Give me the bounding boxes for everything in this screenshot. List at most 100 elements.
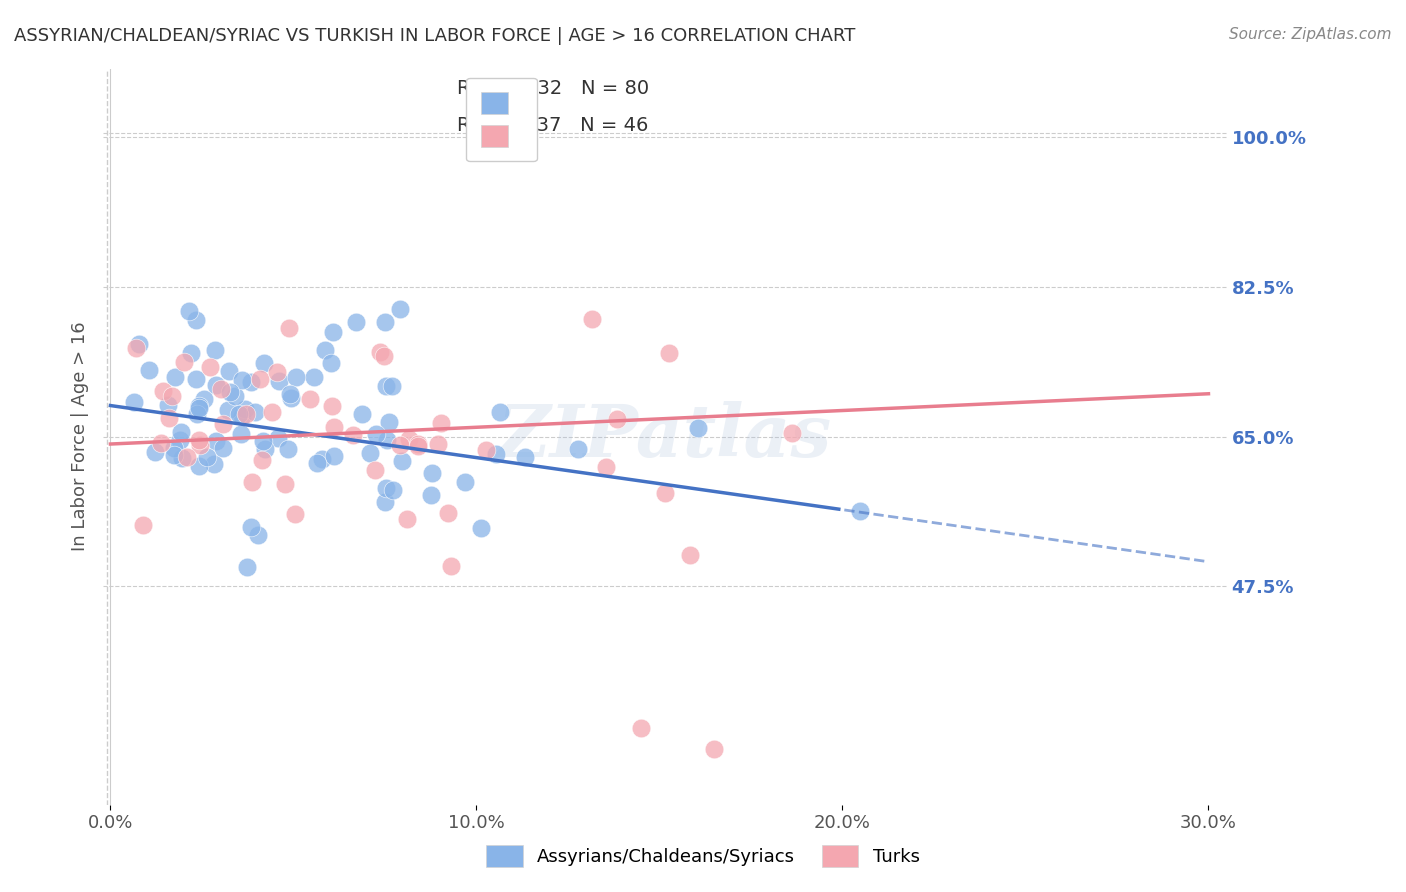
Point: [209, 382, 232, 396]
Point: [375, 379, 398, 393]
Point: [187, 401, 209, 415]
Point: [408, 436, 430, 450]
Point: [157, 411, 180, 425]
Point: [299, 392, 322, 407]
Legend: Assyrians/Chaldeans/Syriacs, Turks: Assyrians/Chaldeans/Syriacs, Turks: [479, 838, 927, 874]
Point: [235, 407, 257, 421]
Point: [485, 447, 508, 461]
Point: [389, 301, 412, 316]
Point: [679, 548, 702, 562]
Point: [389, 438, 412, 452]
Point: [595, 460, 617, 475]
Text: R =  0.137   N = 46: R = 0.137 N = 46: [457, 116, 648, 135]
Point: [249, 371, 271, 385]
Point: [513, 450, 536, 464]
Point: [437, 506, 460, 520]
Point: [581, 312, 603, 326]
Point: [224, 390, 246, 404]
Point: [205, 434, 228, 449]
Point: [322, 449, 344, 463]
Point: [202, 457, 225, 471]
Point: [420, 467, 443, 481]
Point: [228, 407, 250, 421]
Point: [269, 374, 291, 388]
Point: [180, 346, 202, 360]
Text: ZIPatlas: ZIPatlas: [498, 401, 832, 472]
Point: [366, 427, 388, 442]
Point: [193, 392, 215, 406]
Point: [396, 512, 419, 526]
Point: [285, 370, 308, 384]
Point: [218, 364, 240, 378]
Point: [378, 415, 401, 429]
Point: [128, 337, 150, 351]
Y-axis label: In Labor Force | Age > 16: In Labor Force | Age > 16: [72, 322, 89, 551]
Point: [342, 427, 364, 442]
Point: [217, 402, 239, 417]
Point: [849, 504, 872, 518]
Point: [186, 407, 208, 421]
Point: [188, 399, 211, 413]
Point: [198, 359, 221, 374]
Point: [373, 349, 395, 363]
Point: [247, 528, 270, 542]
Point: [266, 365, 288, 379]
Point: [163, 370, 186, 384]
Text: Source: ZipAtlas.com: Source: ZipAtlas.com: [1229, 27, 1392, 42]
Point: [703, 742, 725, 756]
Point: [170, 425, 193, 440]
Point: [250, 452, 273, 467]
Point: [346, 315, 368, 329]
Point: [352, 407, 374, 421]
Point: [205, 378, 228, 392]
Text: ASSYRIAN/CHALDEAN/SYRIAC VS TURKISH IN LABOR FORCE | AGE > 16 CORRELATION CHART: ASSYRIAN/CHALDEAN/SYRIAC VS TURKISH IN L…: [14, 27, 855, 45]
Point: [470, 521, 492, 535]
Point: [381, 379, 404, 393]
Point: [239, 520, 262, 534]
Point: [406, 439, 429, 453]
Point: [278, 386, 301, 401]
Point: [630, 721, 652, 735]
Point: [163, 448, 186, 462]
Point: [240, 475, 263, 489]
Point: [364, 463, 387, 477]
Point: [253, 442, 276, 456]
Text: R = -0.332   N = 80: R = -0.332 N = 80: [457, 79, 650, 98]
Legend: , : ,: [467, 78, 537, 161]
Point: [375, 482, 398, 496]
Point: [177, 304, 200, 318]
Point: [267, 432, 290, 446]
Point: [307, 456, 329, 470]
Point: [231, 373, 253, 387]
Point: [375, 434, 398, 448]
Point: [138, 363, 160, 377]
Point: [359, 446, 381, 460]
Point: [231, 409, 253, 423]
Point: [162, 389, 184, 403]
Point: [277, 320, 299, 334]
Point: [184, 372, 207, 386]
Point: [780, 426, 803, 441]
Point: [321, 356, 343, 370]
Point: [125, 341, 148, 355]
Point: [176, 450, 198, 465]
Point: [245, 405, 267, 419]
Point: [475, 443, 498, 458]
Point: [322, 325, 344, 339]
Point: [374, 495, 396, 509]
Point: [239, 375, 262, 389]
Point: [211, 417, 233, 431]
Point: [186, 313, 208, 327]
Point: [311, 451, 333, 466]
Point: [374, 315, 396, 329]
Point: [156, 398, 179, 412]
Point: [606, 412, 628, 426]
Point: [321, 399, 343, 413]
Point: [274, 477, 297, 491]
Point: [426, 436, 449, 450]
Point: [235, 559, 257, 574]
Point: [229, 427, 252, 442]
Point: [162, 441, 184, 455]
Point: [654, 485, 676, 500]
Point: [489, 405, 512, 419]
